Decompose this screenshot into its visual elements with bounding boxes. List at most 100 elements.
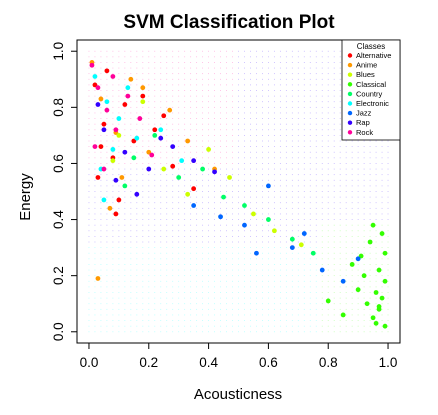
- point-anime: [95, 276, 101, 281]
- point-rock: [110, 74, 116, 79]
- point-rap: [158, 135, 164, 141]
- point-rock: [125, 93, 131, 99]
- point-jazz: [266, 183, 271, 189]
- point-classical: [361, 273, 367, 279]
- point-country: [266, 217, 271, 222]
- point-classical: [379, 231, 385, 236]
- point-blues: [206, 147, 211, 152]
- point-blues: [140, 99, 146, 105]
- legend-entry-label: Country: [356, 89, 383, 98]
- scatter-points: [89, 60, 388, 329]
- point-electronic: [116, 116, 122, 121]
- legend-entry-label: Rap: [356, 118, 370, 127]
- point-classical: [340, 312, 346, 318]
- point-electronic: [104, 99, 110, 105]
- point-rap: [113, 177, 119, 183]
- point-classical: [382, 278, 388, 284]
- legend-entry-label: Electronic: [356, 99, 389, 108]
- point-alternative: [116, 197, 122, 203]
- point-alternative: [122, 102, 128, 107]
- point-classical: [373, 320, 379, 326]
- point-jazz: [289, 245, 295, 251]
- point-alternative: [104, 68, 110, 74]
- point-blues: [161, 166, 167, 172]
- point-electronic: [92, 74, 98, 79]
- point-rock: [101, 166, 107, 172]
- point-jazz: [254, 250, 259, 256]
- point-country: [200, 166, 206, 172]
- decision-region-grid: [88, 50, 389, 333]
- y-tick-label: 0.2: [51, 266, 66, 285]
- point-classical: [355, 287, 361, 293]
- point-anime: [167, 107, 173, 113]
- x-tick-label: 0.2: [139, 355, 158, 370]
- point-blues: [298, 242, 304, 248]
- point-classical: [358, 253, 364, 259]
- point-anime: [146, 149, 152, 155]
- point-anime: [107, 205, 113, 211]
- legend-title: Classes: [357, 42, 385, 51]
- point-rap: [122, 149, 128, 155]
- point-country: [310, 250, 316, 256]
- point-rock: [89, 62, 95, 68]
- y-axis-label: Energy: [17, 173, 34, 221]
- point-classical: [376, 304, 382, 309]
- point-alternative: [98, 144, 104, 150]
- point-alternative: [161, 113, 167, 119]
- point-electronic: [110, 147, 116, 152]
- x-tick-label: 0.6: [259, 355, 278, 370]
- point-blues: [227, 175, 232, 180]
- y-tick-label: 0.6: [51, 154, 66, 173]
- point-alternative: [92, 82, 98, 88]
- chart-title: SVM Classification Plot: [123, 12, 335, 33]
- legend-entry-label: Rock: [356, 128, 373, 137]
- point-rock: [92, 144, 98, 150]
- point-jazz: [218, 214, 223, 220]
- y-tick-label: 0.0: [51, 322, 66, 341]
- point-alternative: [140, 93, 146, 99]
- point-electronic: [179, 158, 185, 164]
- point-rap: [95, 102, 101, 107]
- point-country: [176, 175, 182, 180]
- point-electronic: [134, 135, 140, 141]
- point-alternative: [95, 175, 101, 180]
- point-classical: [325, 298, 331, 304]
- point-anime: [128, 76, 134, 82]
- x-axis-label: Acousticness: [194, 386, 282, 403]
- legend-marker: [347, 62, 353, 68]
- point-blues: [185, 191, 191, 197]
- legend-marker: [347, 53, 353, 58]
- point-rap: [101, 127, 107, 133]
- point-classical: [382, 250, 388, 256]
- point-anime: [185, 138, 191, 144]
- point-blues: [116, 132, 122, 138]
- point-country: [122, 183, 128, 189]
- point-country: [152, 132, 158, 138]
- legend-marker: [347, 110, 353, 116]
- point-blues: [271, 228, 277, 234]
- x-tick-label: 1.0: [379, 355, 398, 370]
- point-rap: [146, 166, 152, 172]
- point-blues: [110, 158, 116, 164]
- y-axis: 0.0 0.2 0.4 0.6 0.8 1.0: [51, 42, 78, 341]
- legend-marker: [347, 91, 353, 97]
- point-classical: [367, 239, 373, 245]
- point-classical: [382, 323, 388, 329]
- x-tick-label: 0.4: [199, 355, 218, 370]
- legend-marker: [347, 101, 353, 106]
- point-jazz: [301, 231, 307, 236]
- point-alternative: [191, 186, 197, 192]
- point-rap: [191, 158, 197, 164]
- point-anime: [140, 85, 146, 91]
- point-rock: [95, 85, 101, 91]
- point-rock: [113, 127, 119, 133]
- legend-entry-label: Anime: [356, 61, 377, 70]
- legend-entry-label: Alternative: [356, 51, 391, 60]
- point-electronic: [125, 85, 131, 91]
- point-jazz: [319, 267, 325, 273]
- point-country: [242, 203, 247, 208]
- point-alternative: [131, 138, 137, 144]
- point-rock: [104, 107, 110, 113]
- point-alternative: [113, 211, 119, 217]
